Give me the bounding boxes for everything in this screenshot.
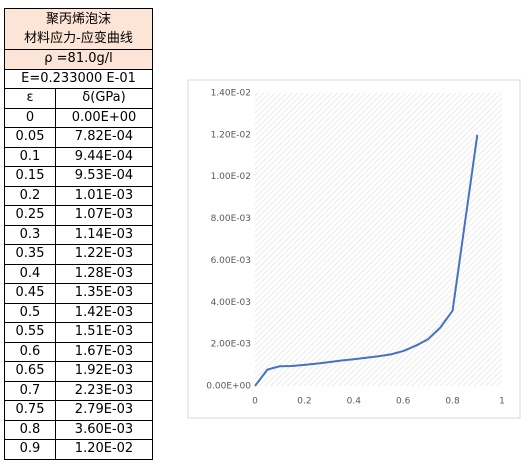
- table-cell: 0.8: [4, 419, 56, 440]
- y-tick-label: 0.00E+00: [206, 382, 251, 392]
- data-line: [254, 134, 479, 387]
- y-tick-label: 1.00E-02: [211, 172, 251, 182]
- density: ρ =81.0g/l: [4, 49, 153, 70]
- table-cell: 1.20E-02: [55, 439, 153, 460]
- y-tick-label: 4.00E-03: [211, 298, 251, 308]
- table-cell: 9.44E-04: [55, 146, 153, 167]
- table-cell: 0.25: [4, 205, 56, 226]
- table-cell: 0.15: [4, 166, 56, 187]
- y-tick-label: 1.40E-02: [211, 89, 251, 99]
- table-cell: 0.05: [4, 127, 56, 148]
- y-tick-label: 6.00E-03: [211, 256, 251, 266]
- table-cell: 0.00E+00: [55, 107, 153, 128]
- x-tick-label: 0.6: [396, 397, 411, 407]
- x-tick-label: 0: [252, 397, 258, 407]
- table-cell: 0.3: [4, 224, 56, 245]
- data-table: 聚丙烯泡沫材料应力-应变曲线 ρ =81.0g/l E=0.233000 E-0…: [4, 8, 153, 460]
- table-cell: 1.51E-03: [55, 322, 153, 343]
- y-tick-label: 2.00E-03: [211, 340, 251, 350]
- table-cell: 0.4: [4, 263, 56, 284]
- table-cell: 0.65: [4, 361, 56, 382]
- header: δ(GPa): [55, 88, 153, 109]
- table-cell: 0.2: [4, 185, 56, 206]
- title-cell: 聚丙烯泡沫材料应力-应变曲线: [4, 8, 153, 50]
- plot-area: [255, 93, 502, 386]
- table-cell: 0.35: [4, 244, 56, 265]
- table-cell: 1.35E-03: [55, 283, 153, 304]
- table-cell: 1.07E-03: [55, 205, 153, 226]
- table-cell: 0.45: [4, 283, 56, 304]
- y-tick-label: 8.00E-03: [211, 214, 251, 224]
- modulus: E=0.233000 E-01: [4, 68, 153, 89]
- x-tick-label: 1: [499, 397, 505, 407]
- x-tick-label: 0.2: [297, 397, 311, 407]
- title-line: 聚丙烯泡沫: [45, 12, 111, 27]
- x-tick-label: 0.8: [445, 397, 460, 407]
- table-cell: 7.82E-04: [55, 127, 153, 148]
- title-line: 材料应力-应变曲线: [24, 31, 133, 46]
- y-tick-label: 1.20E-02: [211, 130, 251, 140]
- x-tick-label: 0.4: [347, 397, 362, 407]
- table-cell: 1.42E-03: [55, 302, 153, 323]
- table-cell: 1.92E-03: [55, 361, 153, 382]
